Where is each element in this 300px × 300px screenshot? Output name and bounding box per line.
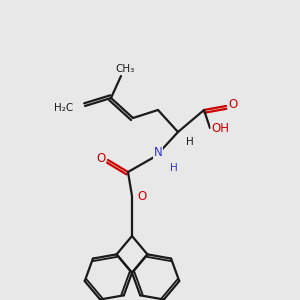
Text: O: O — [96, 152, 106, 164]
Text: OH: OH — [211, 122, 229, 136]
Text: CH₃: CH₃ — [116, 64, 135, 74]
Text: O: O — [137, 190, 147, 202]
Text: O: O — [228, 98, 238, 110]
Text: H: H — [186, 137, 194, 147]
Text: H₂C: H₂C — [54, 103, 73, 113]
Text: H: H — [170, 163, 178, 173]
Text: N: N — [154, 146, 162, 160]
